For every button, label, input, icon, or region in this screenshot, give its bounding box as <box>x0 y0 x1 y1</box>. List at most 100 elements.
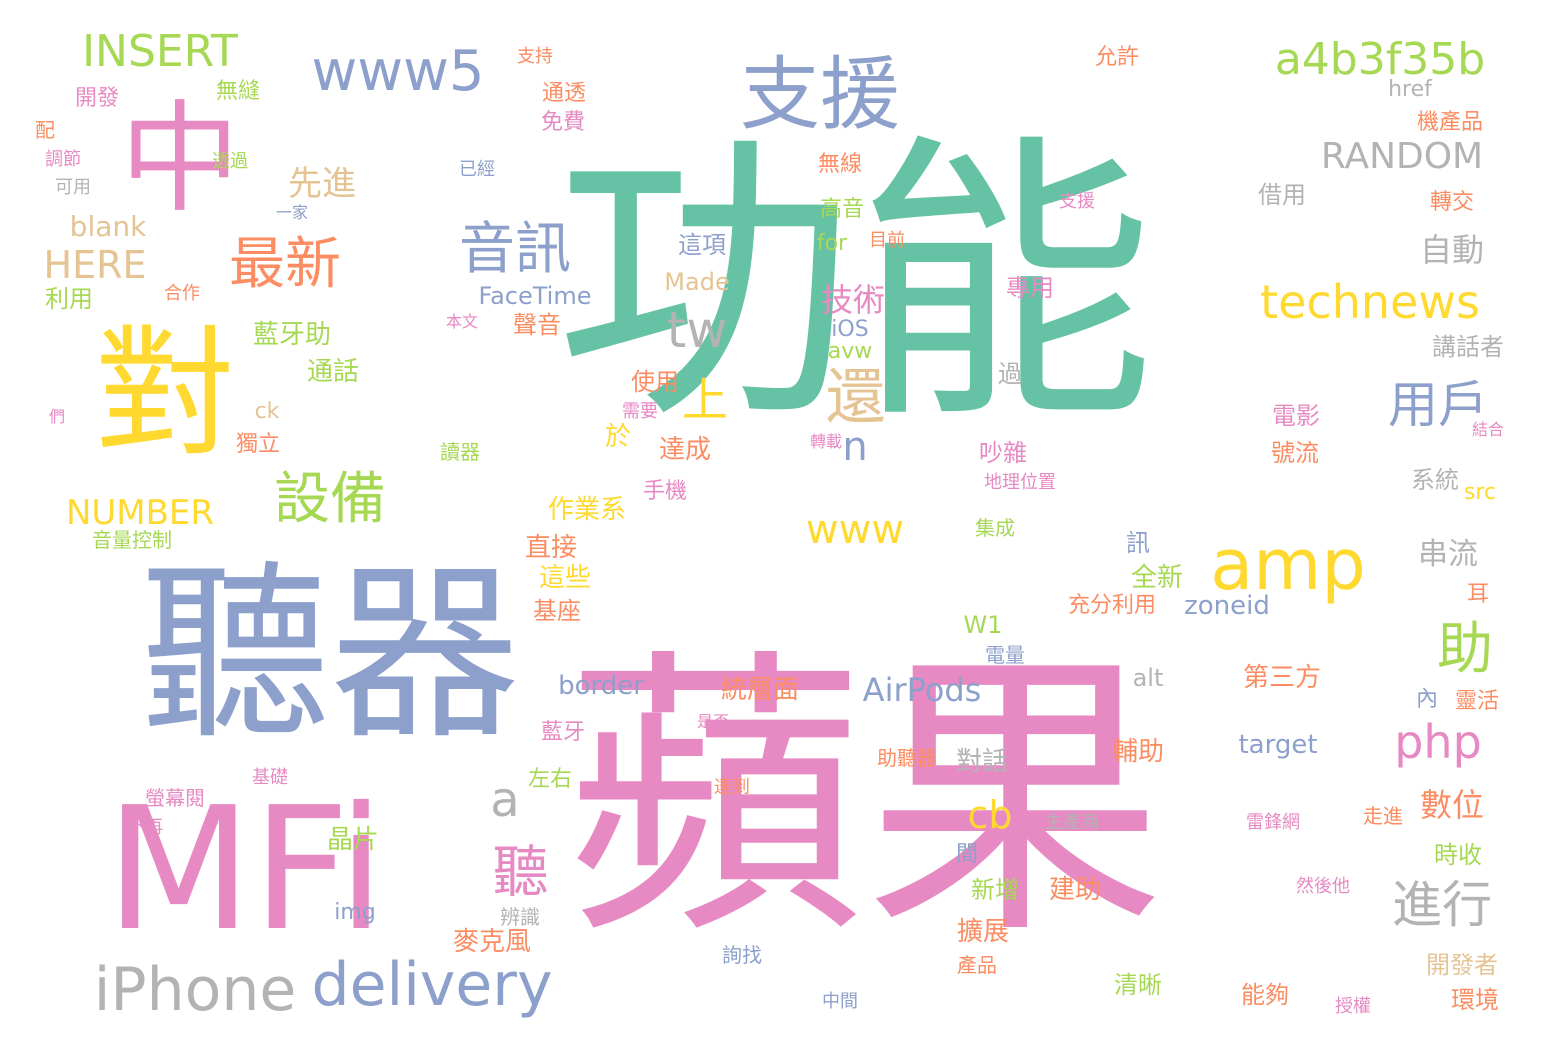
word-cjk-62: 靈活 <box>1454 689 1500 714</box>
word-here-33: HERE <box>43 243 147 287</box>
word-cjk-47: 基座 <box>533 597 581 625</box>
word-cjk-79: 授權 <box>1335 996 1371 1017</box>
word-border-52: border <box>558 671 644 701</box>
word-cjk-89: 不再 <box>127 817 163 838</box>
word-cjk-49: 充分利用 <box>1067 593 1157 618</box>
word-cjk-106: 高音 <box>819 197 865 222</box>
word-img-75: img <box>334 900 376 925</box>
word-cjk-128: 開發 <box>74 86 120 111</box>
word-cjk-99: 聲音 <box>513 311 561 339</box>
word-cjk-88: 螢幕閱 <box>145 786 205 810</box>
word-number-35: NUMBER <box>65 493 215 533</box>
word-cjk-42: 於 <box>604 422 632 452</box>
word-cjk-116: 訊 <box>1126 529 1150 557</box>
word-cjk-27: 先進 <box>288 164 356 204</box>
word-cjk-120: 獨立 <box>235 432 281 457</box>
word-cjk-109: 講話者 <box>1432 333 1504 361</box>
word-cjk-129: 無縫 <box>215 79 261 104</box>
word-cjk-95: 地理位置 <box>984 472 1056 493</box>
word-cjk-107: 專用 <box>1006 274 1054 302</box>
word-cjk-26: 上 <box>682 373 728 427</box>
word-cjk-136: 支援 <box>1059 191 1095 212</box>
word-avw-118: avw <box>827 339 873 364</box>
word-cjk-125: 調節 <box>45 149 81 170</box>
word-cjk-135: 一家 <box>275 203 309 222</box>
word-cjk-57: 輔助 <box>1111 737 1165 767</box>
word-cjk-123: 合作 <box>164 283 200 304</box>
word-cb-32: cb <box>967 793 1013 837</box>
word-cjk-63: 星巴克 <box>975 713 1035 737</box>
word-cjk-60: 電量 <box>985 643 1025 667</box>
word-cjk-41: 通話 <box>306 357 360 387</box>
word-cjk-111: 電影 <box>1272 402 1320 430</box>
word-cjk-21: 用戶 <box>1388 376 1488 434</box>
word-mfi-3: MFi <box>105 771 385 969</box>
word-for-104: for <box>816 231 848 256</box>
word-cjk-108: 過 <box>998 360 1022 388</box>
word-cjk-84: 達到 <box>714 777 750 798</box>
word-amp-11: amp <box>1210 524 1366 606</box>
word-cjk-76: 辨識 <box>500 905 540 929</box>
word-cjk-139: 機產品 <box>1416 110 1484 135</box>
word-cjk-97: 手機 <box>642 479 688 504</box>
word-w1-51: W1 <box>963 611 1003 639</box>
word-cjk-98: 使用 <box>631 368 679 396</box>
word-cjk-61: 內 <box>1415 687 1439 712</box>
word-cjk-40: 藍牙助 <box>252 320 332 350</box>
word-cjk-131: 通透 <box>541 81 587 106</box>
word-cjk-58: 對話 <box>955 747 1009 777</box>
word-zoneid-50: zoneid <box>1184 591 1270 621</box>
word-cjk-81: 然後他 <box>1296 876 1350 897</box>
word-cjk-92: 需要 <box>622 401 658 422</box>
word-alt-55: alt <box>1132 664 1164 692</box>
word-cjk-2: 聽器 <box>139 544 521 765</box>
word-cjk-14: 最新 <box>229 232 341 297</box>
word-cjk-140: 借用 <box>1258 181 1306 209</box>
word-cjk-132: 免費 <box>540 110 586 135</box>
word-tw-25: tw <box>666 301 728 359</box>
word-cjk-66: 建助 <box>1048 875 1102 905</box>
word-cjk-80: 走進 <box>1363 804 1403 828</box>
word-cjk-6: 支援 <box>740 48 900 141</box>
word-cjk-39: 麥克風 <box>452 927 532 957</box>
word-cjk-83: 生產商 <box>1045 812 1099 833</box>
word-cjk-30: 串流 <box>1418 537 1478 572</box>
word-php-22: php <box>1394 715 1482 769</box>
word-cjk-85: 左右 <box>527 767 573 792</box>
word-cjk-53: 統層面 <box>720 675 800 705</box>
word-cjk-17: 助 <box>1437 617 1493 682</box>
word-cjk-134: 無線 <box>817 152 863 177</box>
word-cjk-103: 這項 <box>678 231 726 259</box>
word-cjk-1: 蘋果 <box>565 625 1165 974</box>
word-ios-117: iOS <box>831 317 869 342</box>
word-cjk-20: 進行 <box>1392 876 1492 934</box>
word-cjk-74: 間 <box>955 842 979 867</box>
word-href-138: href <box>1388 77 1432 102</box>
word-cjk-112: 系統 <box>1411 466 1459 494</box>
word-cjk-71: 清晰 <box>1114 971 1162 999</box>
word-cjk-105: 目前 <box>869 230 905 251</box>
word-insert-18: INSERT <box>82 26 238 77</box>
word-cjk-142: 是否 <box>696 712 730 731</box>
word-cjk-15: 設備 <box>274 467 386 532</box>
word-cjk-44: 作業系 <box>547 495 627 525</box>
word-cjk-4: 對 <box>94 313 236 476</box>
word-cjk-68: 開發者 <box>1426 951 1498 979</box>
word-cjk-45: 直接 <box>524 533 578 563</box>
word-a-37: a <box>490 772 520 828</box>
word-cjk-70: 能夠 <box>1241 981 1289 1009</box>
word-facetime-101: FaceTime <box>478 282 592 310</box>
word-cjk-87: 基礎 <box>252 767 288 788</box>
word-ck-119: ck <box>254 399 280 424</box>
word-cjk-127: 配 <box>35 118 55 142</box>
word-cjk-126: 透過 <box>212 151 248 172</box>
word-target-56: target <box>1238 730 1318 760</box>
word-cjk-72: 產品 <box>957 953 997 977</box>
word-blank-34: blank <box>69 210 147 243</box>
word-cjk-96: 集成 <box>975 516 1015 540</box>
word-cjk-137: 允許 <box>1094 45 1140 70</box>
word-src-113: src <box>1463 480 1497 505</box>
word-cjk-124: 可用 <box>55 177 91 198</box>
word-cjk-67: 擴展 <box>956 917 1010 947</box>
